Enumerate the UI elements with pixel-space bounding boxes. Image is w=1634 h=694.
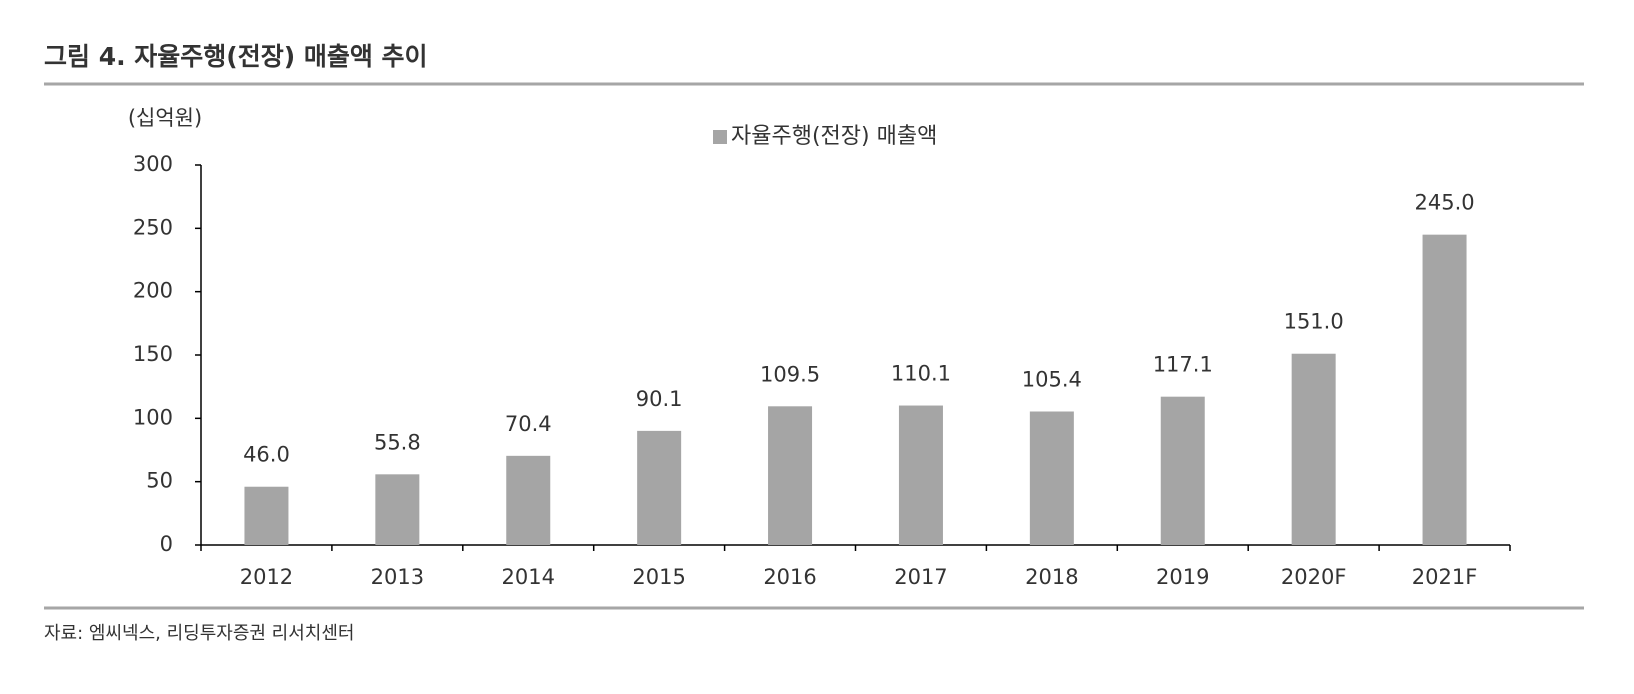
value-label: 70.4 bbox=[505, 412, 552, 436]
x-tick-label: 2013 bbox=[371, 565, 424, 589]
x-tick-label: 2020F bbox=[1281, 565, 1347, 589]
x-tick-label: 2012 bbox=[240, 565, 293, 589]
y-tick-label: 0 bbox=[160, 532, 173, 556]
value-label: 105.4 bbox=[1022, 367, 1082, 391]
bar bbox=[1291, 353, 1336, 545]
bar bbox=[637, 430, 682, 545]
y-tick-label: 300 bbox=[133, 152, 173, 176]
bar bbox=[375, 474, 420, 545]
bar bbox=[1422, 234, 1467, 545]
value-label: 90.1 bbox=[636, 387, 683, 411]
bar bbox=[506, 455, 551, 545]
bar bbox=[898, 405, 943, 545]
y-tick-label: 150 bbox=[133, 342, 173, 366]
value-label: 117.1 bbox=[1153, 353, 1213, 377]
x-tick-label: 2019 bbox=[1156, 565, 1209, 589]
bar bbox=[768, 406, 813, 545]
bar bbox=[1160, 396, 1205, 545]
source: 자료: 엠씨넥스, 리딩투자증권 리서치센터 bbox=[44, 623, 354, 644]
x-tick-label: 2018 bbox=[1025, 565, 1078, 589]
y-axis-label: (십억원) bbox=[128, 106, 202, 130]
x-tick-label: 2014 bbox=[502, 565, 555, 589]
value-label: 46.0 bbox=[243, 443, 290, 467]
value-label: 55.8 bbox=[374, 430, 421, 454]
x-tick-label: 2021F bbox=[1412, 565, 1478, 589]
value-label: 109.5 bbox=[760, 362, 820, 386]
bar bbox=[1029, 411, 1074, 545]
value-label: 110.1 bbox=[891, 362, 951, 386]
chart-title: 그림 4. 자율주행(전장) 매출액 추이 bbox=[44, 42, 428, 71]
legend-label: 자율주행(전장) 매출액 bbox=[731, 124, 937, 149]
x-tick-label: 2016 bbox=[763, 565, 816, 589]
bar bbox=[244, 486, 289, 545]
y-tick-label: 200 bbox=[133, 279, 173, 303]
value-label: 151.0 bbox=[1284, 310, 1344, 334]
legend-swatch bbox=[713, 130, 727, 144]
y-tick-label: 250 bbox=[133, 215, 173, 239]
y-tick-label: 50 bbox=[146, 469, 173, 493]
x-tick-label: 2015 bbox=[632, 565, 685, 589]
value-label: 245.0 bbox=[1414, 191, 1474, 215]
x-tick-label: 2017 bbox=[894, 565, 947, 589]
y-tick-label: 100 bbox=[133, 405, 173, 429]
